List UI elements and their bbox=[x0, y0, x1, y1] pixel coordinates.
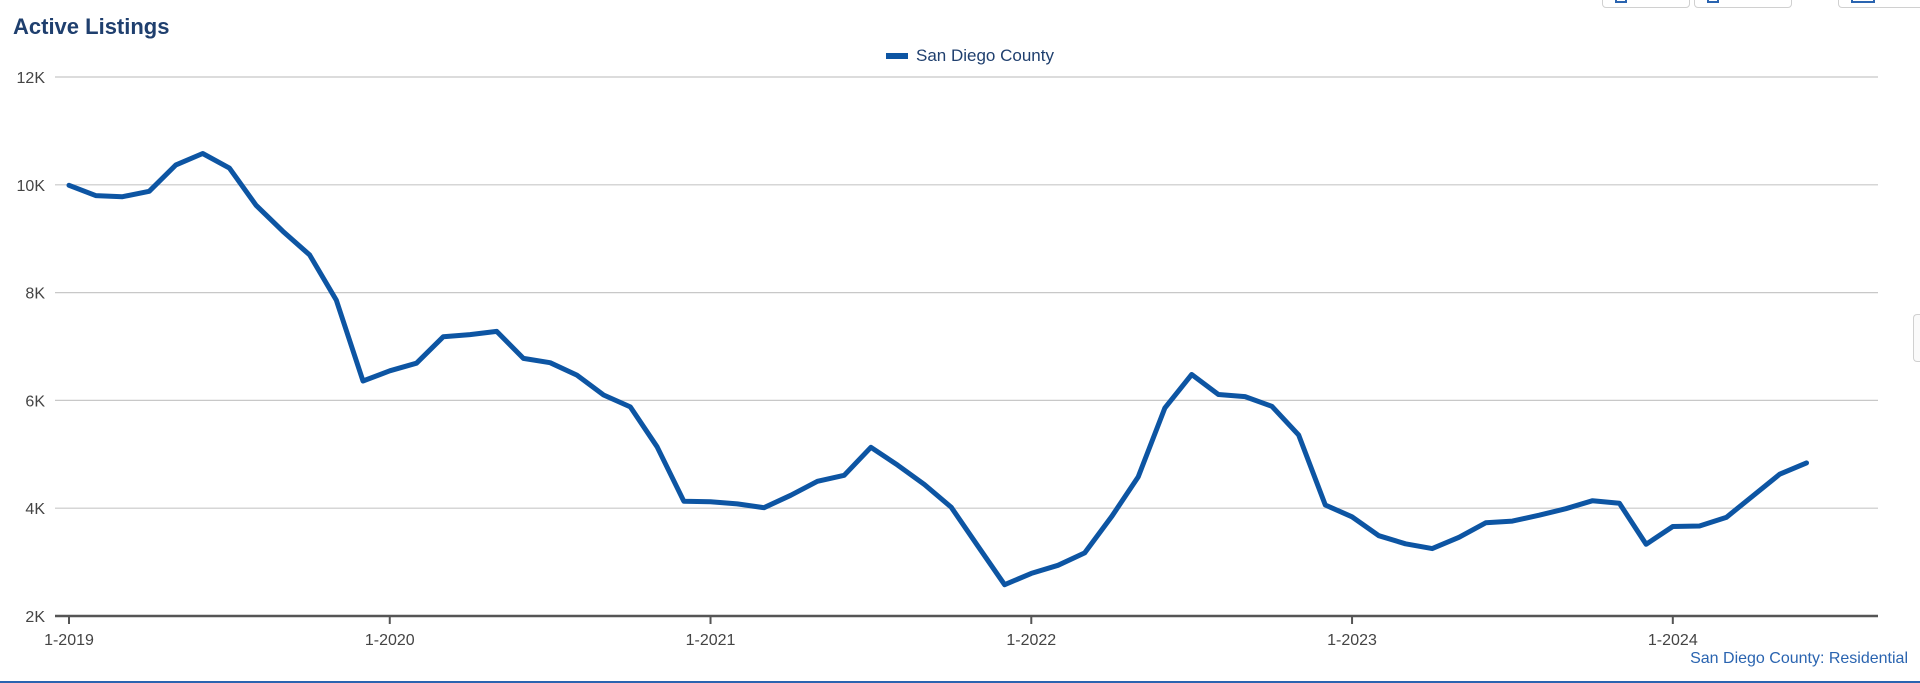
chart-title: Active Listings bbox=[13, 14, 170, 39]
x-tick-label: 1-2023 bbox=[1327, 632, 1377, 649]
y-axis-ticks: 2K 4K 6K 8K 10K 12K bbox=[17, 70, 46, 626]
series-layer bbox=[66, 151, 1809, 588]
source-label: San Diego County: Residential bbox=[1690, 650, 1908, 667]
bar-icon bbox=[1615, 0, 1627, 3]
legend-swatch bbox=[886, 53, 908, 59]
bottom-strip bbox=[0, 681, 1920, 683]
x-tick-label: 1-2022 bbox=[1006, 632, 1056, 649]
toolbar-button-2[interactable] bbox=[1694, 0, 1792, 8]
toolbar-button-1[interactable] bbox=[1602, 0, 1690, 8]
x-tick-label: 1-2019 bbox=[44, 632, 94, 649]
toolbar-button-3[interactable] bbox=[1838, 0, 1920, 8]
legend-item[interactable]: San Diego County bbox=[886, 46, 1054, 66]
bar-icon bbox=[1707, 0, 1719, 3]
bar-icon bbox=[1851, 0, 1875, 3]
series-line bbox=[66, 151, 1809, 588]
x-axis-ticks: 1-2019 1-2020 1-2021 1-2022 1-2023 1-2024 bbox=[44, 616, 1698, 649]
y-tick-label: 12K bbox=[17, 70, 46, 87]
y-tick-label: 10K bbox=[17, 178, 46, 195]
y-tick-label: 2K bbox=[25, 609, 45, 626]
legend-label: San Diego County bbox=[916, 46, 1054, 65]
legend: San Diego County bbox=[0, 46, 1920, 66]
x-tick-label: 1-2021 bbox=[686, 632, 736, 649]
side-handle[interactable] bbox=[1913, 314, 1920, 362]
y-tick-label: 6K bbox=[25, 393, 45, 410]
y-tick-label: 4K bbox=[25, 501, 45, 518]
grid-lines bbox=[55, 76, 1878, 618]
x-tick-label: 1-2024 bbox=[1648, 632, 1698, 649]
x-tick-label: 1-2020 bbox=[365, 632, 415, 649]
y-tick-label: 8K bbox=[25, 286, 45, 303]
